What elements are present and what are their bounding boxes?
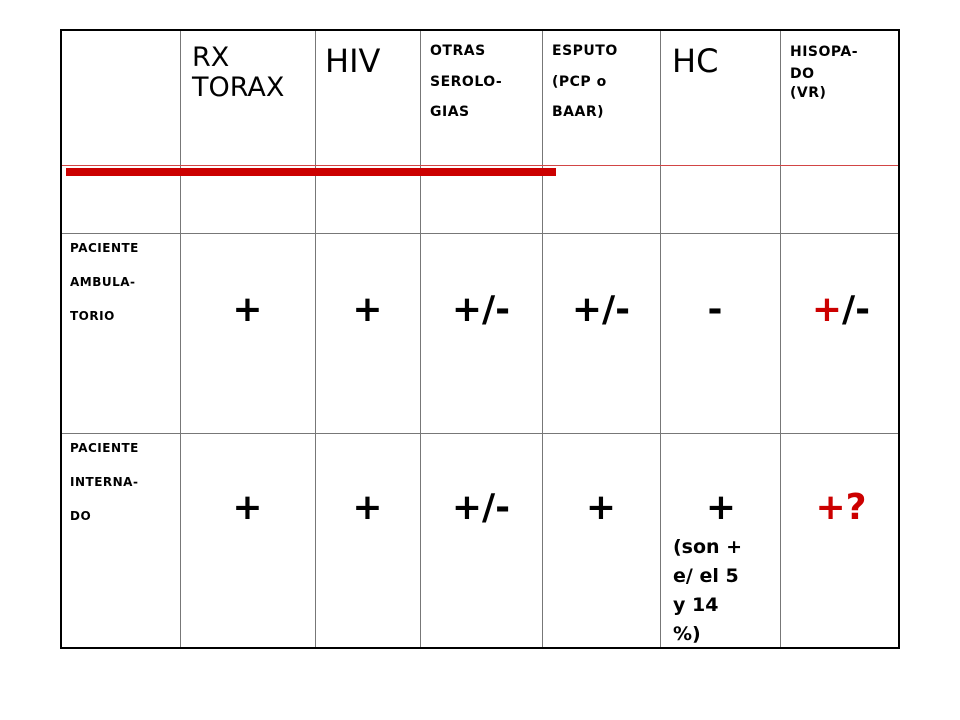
header-text: OTRAS bbox=[430, 43, 486, 59]
cell-ambulatorio-hc: - bbox=[707, 289, 723, 330]
header-text: BAAR) bbox=[552, 104, 605, 120]
column-divider bbox=[660, 31, 661, 647]
row-divider bbox=[62, 233, 898, 234]
header-esputo: ESPUTO (PCP o BAAR) bbox=[552, 41, 618, 127]
row-label-text: PACIENTE bbox=[70, 241, 139, 255]
header-otras-serologias: OTRAS SEROLO- GIAS bbox=[430, 41, 502, 127]
header-text: HISOPA- bbox=[790, 44, 859, 60]
header-text: (VR) bbox=[790, 85, 827, 101]
column-divider bbox=[780, 31, 781, 647]
column-divider bbox=[315, 31, 316, 647]
cell-ambulatorio-esputo: +/- bbox=[571, 289, 631, 330]
header-text: ESPUTO bbox=[552, 43, 618, 59]
cell-ambulatorio-rx: + bbox=[232, 289, 263, 330]
note-text: e/ el 5 bbox=[673, 565, 739, 587]
cell-text: /- bbox=[842, 289, 871, 330]
hc-percentage-note: (son + e/ el 5 y 14 %) bbox=[673, 533, 742, 649]
row-label-text: DO bbox=[70, 509, 92, 523]
row-label-text: INTERNA- bbox=[70, 475, 139, 489]
cell-internado-hisopado: +? bbox=[815, 487, 867, 528]
cell-ambulatorio-otras: +/- bbox=[451, 289, 511, 330]
note-text: y 14 bbox=[673, 594, 719, 616]
cell-internado-esputo: + bbox=[585, 487, 617, 528]
row-label-text: PACIENTE bbox=[70, 441, 139, 455]
cell-internado-hiv: + bbox=[352, 487, 383, 528]
row-divider bbox=[62, 433, 898, 434]
column-divider bbox=[420, 31, 421, 647]
header-text: TORAX bbox=[192, 72, 285, 103]
note-text: %) bbox=[673, 623, 701, 645]
row-label-internado: PACIENTE INTERNA- DO bbox=[70, 431, 139, 533]
red-accent-bar bbox=[66, 168, 556, 176]
header-rx-torax: RX TORAX bbox=[192, 43, 284, 103]
cell-internado-otras: +/- bbox=[451, 487, 511, 528]
cell-internado-rx: + bbox=[232, 487, 263, 528]
row-label-text: TORIO bbox=[70, 309, 115, 323]
header-hisopado: HISOPA- DO (VR) bbox=[790, 41, 858, 101]
header-text: SEROLO- bbox=[430, 74, 503, 90]
row-label-ambulatorio: PACIENTE AMBULA- TORIO bbox=[70, 231, 139, 333]
column-divider bbox=[180, 31, 181, 647]
row-label-text: AMBULA- bbox=[70, 275, 136, 289]
diagnostic-table: RX TORAX HIV OTRAS SEROLO- GIAS ESPUTO (… bbox=[60, 29, 900, 649]
header-hiv: HIV bbox=[325, 42, 381, 80]
header-text: (PCP o bbox=[552, 74, 607, 90]
header-text: GIAS bbox=[430, 104, 470, 120]
header-text: DO bbox=[790, 66, 815, 82]
cell-internado-hc: + bbox=[705, 487, 737, 528]
header-underline bbox=[62, 165, 898, 166]
cell-ambulatorio-hiv: + bbox=[352, 289, 383, 330]
cell-ambulatorio-hisopado: +/- bbox=[780, 290, 902, 330]
header-hc: HC bbox=[672, 42, 719, 80]
column-divider bbox=[542, 31, 543, 647]
cell-text: + bbox=[811, 289, 843, 330]
header-text: RX bbox=[192, 42, 230, 73]
note-text: (son + bbox=[673, 536, 743, 558]
